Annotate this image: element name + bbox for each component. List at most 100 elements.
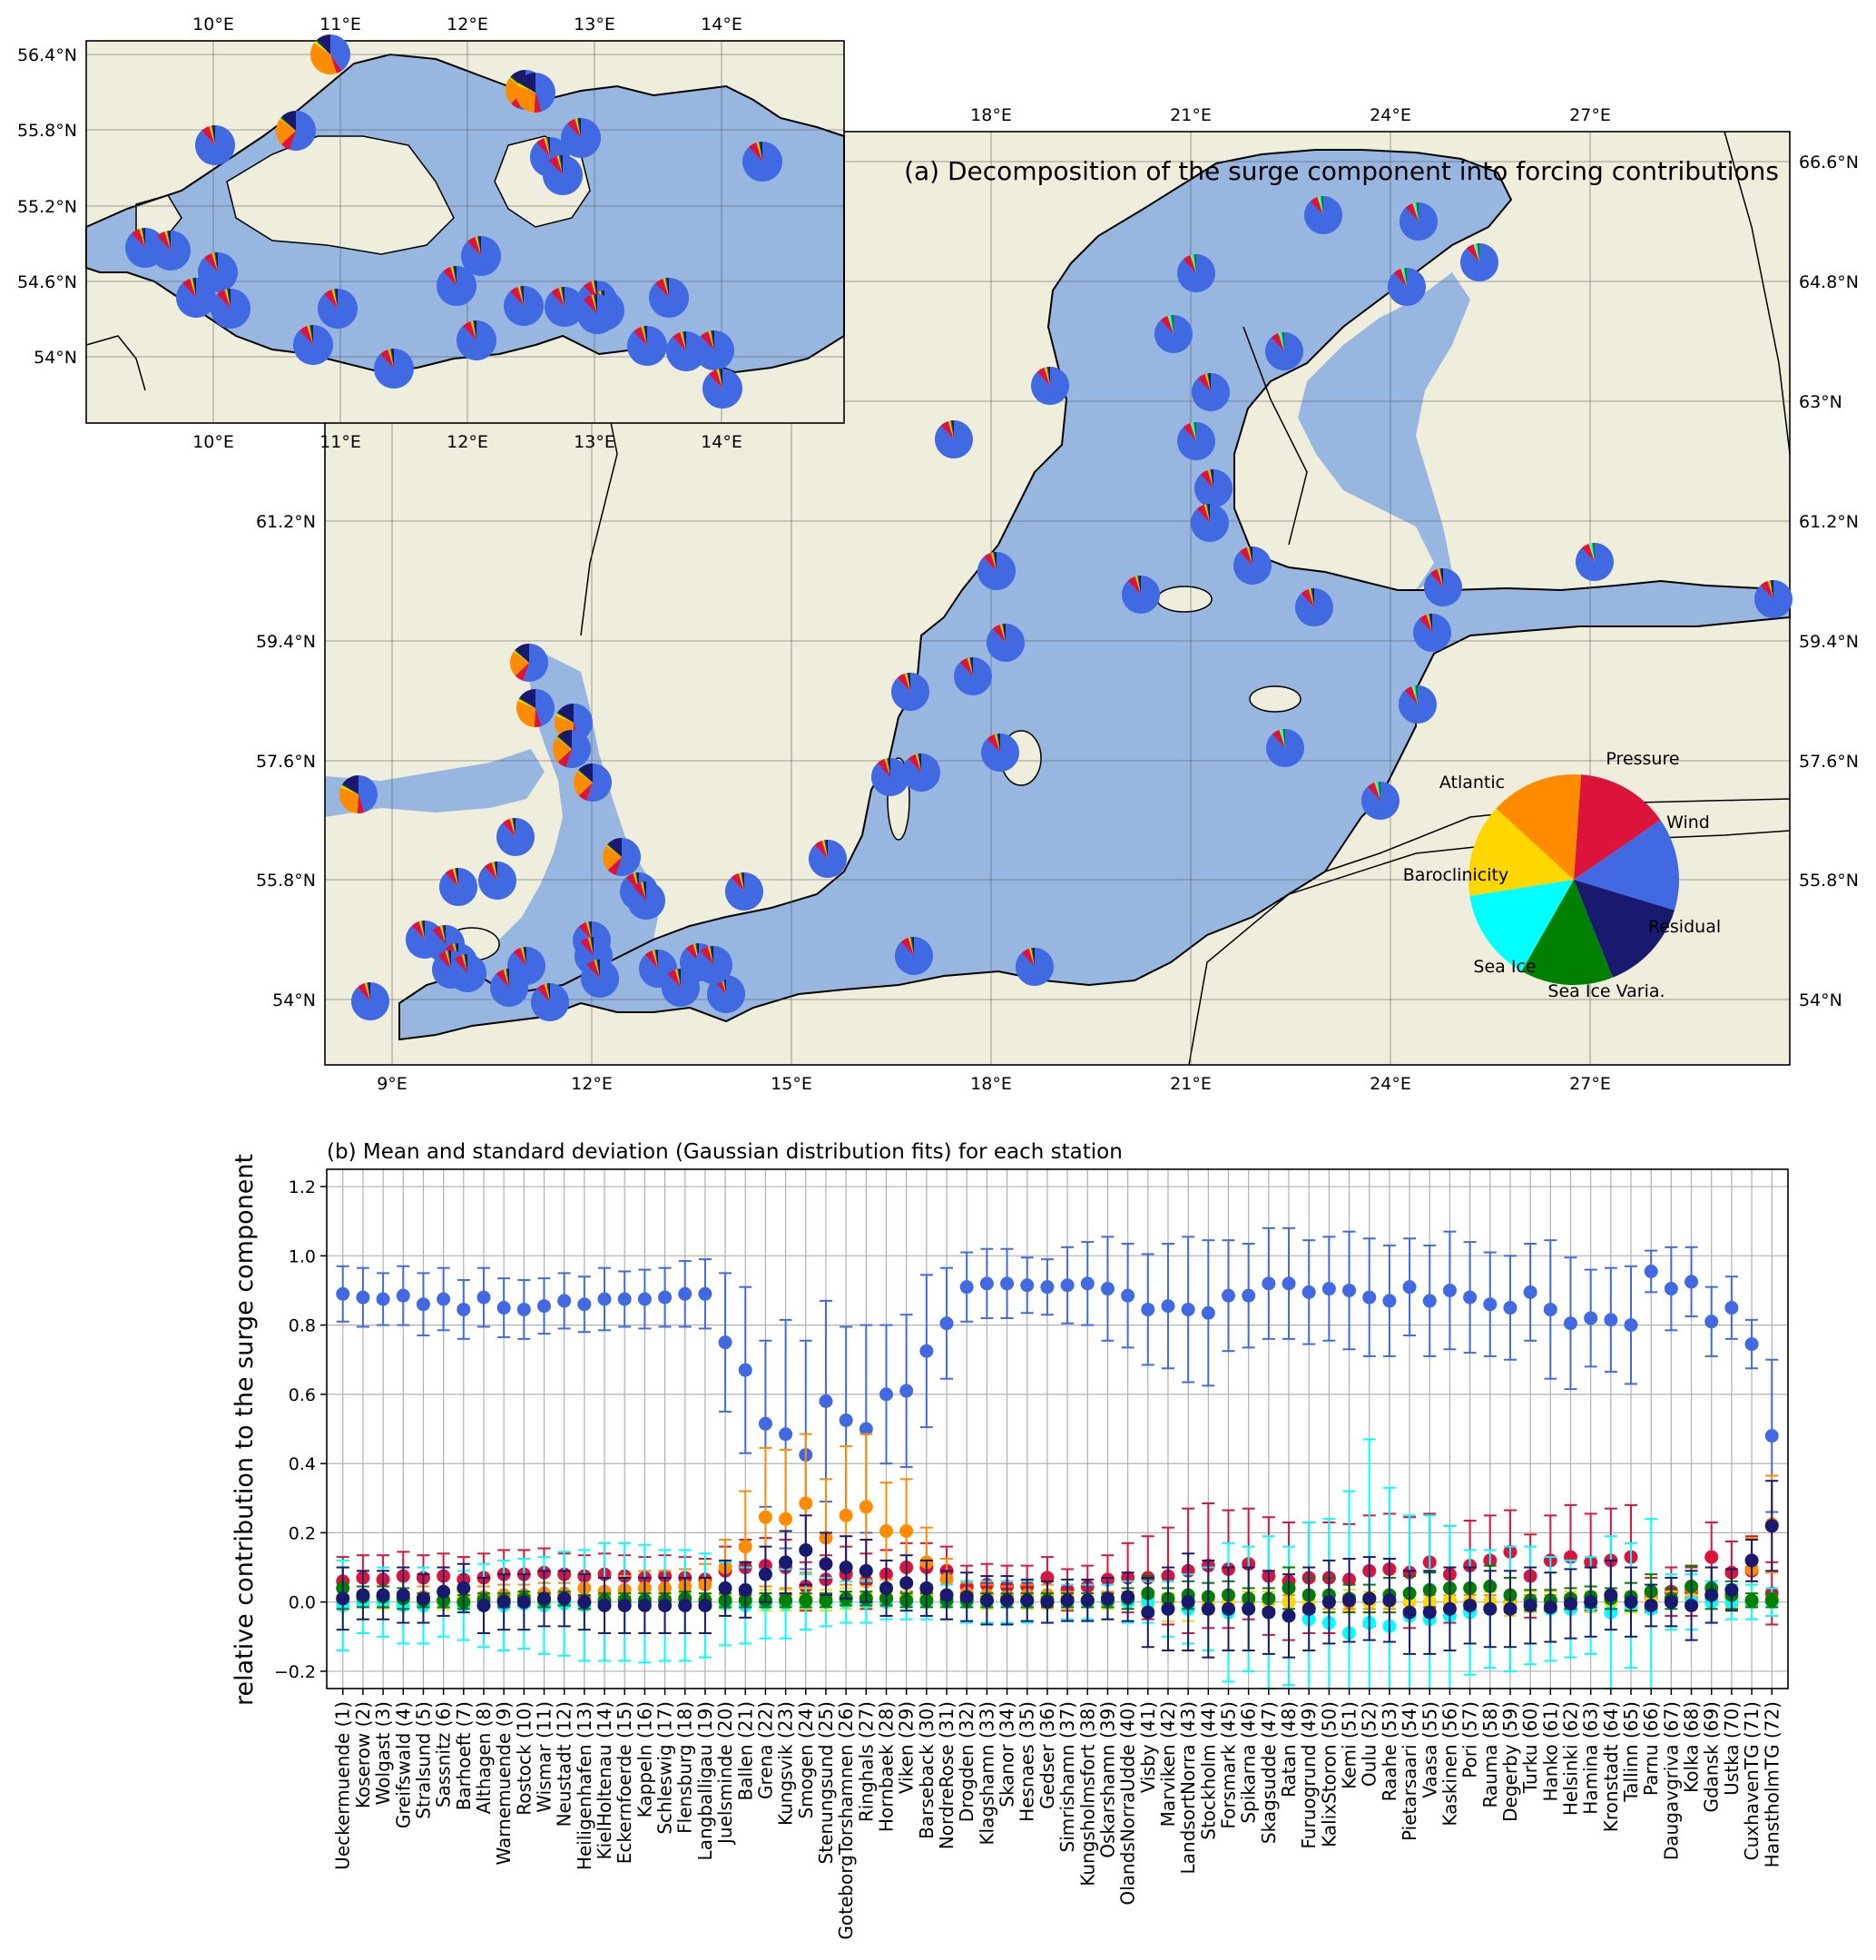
pie-slice (212, 252, 218, 272)
pie-slice (1191, 373, 1230, 411)
pie-slice (547, 983, 550, 1002)
data-point (1422, 1294, 1437, 1308)
pie-slice (156, 231, 171, 251)
data-point (1644, 1598, 1658, 1612)
station-label: Schleswig (17) (654, 1701, 676, 1835)
data-point (1020, 1593, 1035, 1608)
pie-slice (626, 882, 665, 921)
lat-tick-label: 66.6°N (1799, 153, 1859, 172)
pie-slice (685, 944, 699, 962)
pie-slice (535, 138, 550, 157)
pie-slice (451, 266, 457, 286)
pie-slice (578, 922, 592, 941)
pie-slice (680, 331, 686, 351)
pie-slice (708, 330, 714, 350)
pie-slice (512, 818, 516, 837)
station-label: Kaskinen (56) (1439, 1701, 1460, 1827)
inset-map-panel: 10°E 10°E 11°E 11°E 12°E 12°E 13°E 13°E 14°E 14°E… (17, 15, 845, 452)
inset-station-pies (124, 34, 782, 409)
station-pie (516, 689, 555, 728)
data-point (577, 1297, 592, 1312)
pie-slice (335, 289, 338, 309)
pie-slice (1427, 614, 1432, 633)
inset-lon-tick-label: 13°E (574, 432, 615, 452)
pie-slice (991, 552, 997, 571)
pie-slice (594, 960, 600, 979)
pie-slice (994, 552, 997, 571)
station-pie (1265, 729, 1304, 768)
pie-slice (520, 947, 526, 966)
pie-slice (314, 40, 330, 54)
station-label: Heiligenhafen (13) (574, 1701, 595, 1870)
pie-slice (193, 277, 196, 298)
pie-slice (1278, 332, 1284, 351)
pie-slice (948, 420, 954, 439)
pie-slice (1412, 685, 1418, 704)
pie-slice (1309, 588, 1314, 607)
pie-slice (192, 278, 196, 298)
plot-frame (326, 1168, 1789, 1689)
station-pie (573, 763, 613, 802)
station-pie (1387, 268, 1426, 306)
pie-slice (884, 758, 890, 777)
data-point (658, 1290, 673, 1305)
data-point (1442, 1601, 1457, 1616)
pie-slice (1367, 783, 1380, 801)
data-point (1644, 1264, 1658, 1278)
pie-slice (1247, 547, 1252, 566)
data-point (738, 1582, 752, 1597)
pie-slice (1466, 244, 1479, 262)
pie-slice (496, 970, 509, 988)
pie-slice (1412, 202, 1419, 222)
data-point (1584, 1595, 1598, 1610)
pie-slice (575, 118, 581, 138)
y-tick-label: 0.0 (289, 1593, 316, 1613)
station-pie (1176, 254, 1215, 292)
pie-slice (455, 868, 458, 887)
pie-slice (530, 983, 569, 1021)
pie-slice (591, 294, 597, 314)
station-label: Stralsund (5) (412, 1701, 434, 1819)
pie-slice (519, 689, 535, 708)
pie-slice (1239, 547, 1252, 566)
station-pie (317, 289, 358, 330)
pie-slice (470, 320, 476, 340)
pie-slice (494, 862, 497, 881)
pie-slice (445, 950, 451, 970)
pie-slice (518, 697, 535, 708)
y-tick-label: 0.6 (289, 1385, 316, 1405)
pie-slice (1154, 315, 1193, 353)
station-label: Smogen (24) (795, 1701, 817, 1819)
pie-slice (1003, 624, 1006, 643)
pie-slice (379, 350, 394, 369)
station-pie (665, 330, 706, 371)
pie-slice (168, 230, 171, 251)
pie-slice (1279, 729, 1285, 748)
data-point (537, 1299, 552, 1314)
data-point (336, 1591, 350, 1606)
data-point (1422, 1605, 1437, 1620)
station-pie (544, 286, 584, 327)
pie-slice (756, 142, 762, 162)
station-label: Pori (57) (1459, 1701, 1481, 1778)
station-pie (542, 154, 583, 195)
pie-slice (280, 116, 296, 131)
pie-slice (446, 950, 451, 970)
data-point (779, 1512, 793, 1526)
station-label: Oskarshamn (39) (1096, 1701, 1118, 1858)
pie-slice (461, 954, 467, 973)
station-pie (986, 624, 1025, 662)
station-pie (977, 552, 1016, 590)
station-label: Klagshamn (33) (976, 1701, 997, 1846)
lat-tick-label: 54°N (272, 990, 316, 1010)
data-point (1000, 1593, 1015, 1608)
pie-slice (547, 136, 550, 157)
pie-slice (450, 266, 457, 286)
station-label: Forsmark (45) (1217, 1701, 1239, 1829)
pie-slice (514, 649, 529, 663)
y-axis-label: relative contribution to the surge compo… (231, 1154, 259, 1706)
pie-slice (524, 947, 526, 966)
pie-slice (139, 228, 145, 248)
pie-slice (672, 332, 686, 351)
pie-slice (681, 331, 686, 351)
